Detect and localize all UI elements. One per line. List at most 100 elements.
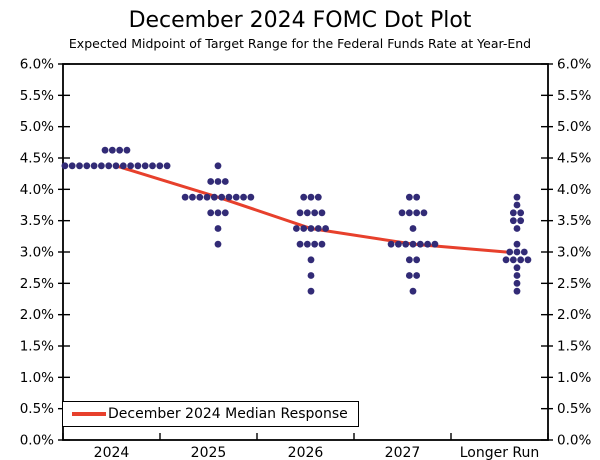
projection-dot	[509, 217, 517, 225]
projection-dot	[76, 162, 83, 170]
y-axis-label-right: 1.5%	[557, 339, 591, 355]
projection-dot	[409, 240, 417, 248]
x-axis-label: 2024	[94, 445, 130, 460]
projection-dot	[214, 240, 222, 248]
projection-dot	[307, 193, 315, 201]
projection-dot	[524, 256, 532, 264]
y-axis-label-left: 1.0%	[20, 370, 54, 386]
projection-dot	[513, 272, 521, 279]
projection-dot	[247, 193, 255, 201]
projection-dot	[314, 225, 322, 232]
y-axis-label-right: 1.0%	[557, 370, 591, 386]
projection-dot	[196, 193, 204, 201]
projection-dot	[61, 162, 69, 170]
projection-dot	[307, 225, 315, 232]
projection-dot	[311, 240, 319, 248]
projection-dot	[502, 256, 510, 264]
median-legend: December 2024 Median Response	[62, 401, 359, 427]
y-axis-label-right: 2.5%	[557, 276, 591, 292]
projection-dot	[420, 209, 428, 217]
projection-dot	[405, 209, 413, 217]
projection-dot	[156, 162, 164, 170]
y-axis-label-left: 5.0%	[20, 119, 54, 135]
projection-dot	[112, 162, 120, 170]
projection-dot	[517, 256, 525, 264]
projection-dot	[141, 162, 149, 170]
projection-dot	[413, 256, 421, 264]
y-axis-label-right: 6.0%	[557, 57, 591, 73]
y-axis-label-right: 0.5%	[557, 401, 591, 417]
projection-dot	[189, 193, 196, 201]
projection-dot	[513, 240, 521, 248]
projection-dot	[127, 162, 134, 170]
projection-dot	[307, 256, 315, 264]
projection-dot	[68, 162, 76, 170]
y-axis-label-left: 4.5%	[20, 151, 54, 167]
plot-frame	[62, 63, 549, 441]
projection-dot	[108, 146, 116, 154]
projection-dot	[413, 193, 421, 201]
projection-dot	[513, 264, 521, 272]
projection-dot	[318, 240, 326, 248]
projection-dot	[105, 162, 113, 170]
projection-dot	[405, 256, 413, 264]
projection-dot	[181, 193, 189, 201]
projection-dot	[395, 240, 402, 248]
projection-dot	[116, 146, 124, 154]
median-legend-label: December 2024 Median Response	[108, 406, 348, 422]
y-axis-label-left: 0.5%	[20, 401, 54, 417]
projection-dot	[416, 240, 424, 248]
projection-dot	[322, 225, 329, 232]
projection-dot	[163, 162, 171, 170]
y-axis-label-left: 0.0%	[20, 433, 54, 449]
projection-dot	[402, 240, 410, 248]
y-axis-label-left: 1.5%	[20, 339, 54, 355]
y-axis-label-left: 3.0%	[20, 245, 54, 261]
projection-dot	[207, 178, 215, 185]
y-axis-label-right: 5.5%	[557, 88, 591, 104]
projection-dot	[210, 193, 218, 201]
projection-dot	[318, 209, 326, 217]
y-axis-label-left: 6.0%	[20, 57, 54, 73]
projection-dot	[387, 240, 395, 248]
x-axis-label: Longer Run	[460, 445, 540, 460]
projection-dot	[303, 209, 311, 217]
projection-dot	[520, 248, 528, 256]
projection-dot	[98, 162, 105, 170]
projection-dot	[240, 193, 247, 201]
projection-dot	[221, 209, 229, 217]
projection-dot	[424, 240, 431, 248]
projection-dot	[300, 193, 308, 201]
projection-dot	[214, 225, 222, 232]
y-axis-label-right: 5.0%	[557, 119, 591, 135]
y-axis-label-right: 3.5%	[557, 213, 591, 229]
projection-dot	[221, 178, 229, 185]
projection-dot	[513, 193, 521, 201]
projection-dot	[513, 279, 521, 287]
median-line-swatch-icon	[72, 412, 106, 416]
projection-dot	[509, 256, 517, 264]
projection-dot	[405, 193, 413, 201]
projection-dot	[90, 162, 98, 170]
projection-dot	[119, 162, 127, 170]
projection-dot	[203, 193, 211, 201]
projection-dot	[123, 146, 131, 154]
projection-dot	[214, 209, 222, 217]
projection-dot	[506, 248, 514, 256]
projection-dot	[218, 193, 226, 201]
y-axis-label-left: 2.5%	[20, 276, 54, 292]
projection-dot	[409, 287, 417, 295]
y-axis-label-right: 4.5%	[557, 151, 591, 167]
projection-dot	[207, 209, 215, 217]
projection-dot	[513, 201, 521, 209]
y-axis-label-left: 3.5%	[20, 213, 54, 229]
projection-dot	[431, 240, 439, 248]
projection-dot	[225, 193, 233, 201]
projection-dot	[300, 225, 308, 232]
projection-dot	[134, 162, 142, 170]
projection-dot	[409, 225, 417, 232]
projection-dot	[149, 162, 156, 170]
projection-dot	[311, 209, 319, 217]
